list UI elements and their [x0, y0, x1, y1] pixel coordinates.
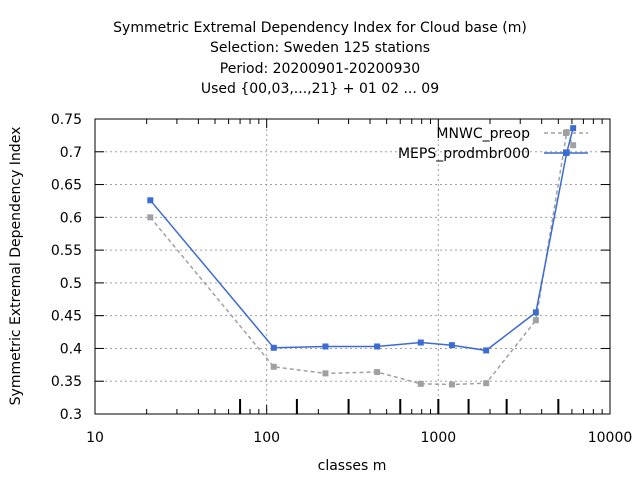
x-tick-label: 10000 [588, 430, 633, 446]
plot-frame [94, 118, 611, 415]
data-point [322, 370, 329, 377]
y-axis-label: Symmetric Extremal Dependency Index [8, 127, 24, 406]
y-tick-label: 0.3 [60, 407, 82, 423]
y-tick-label: 0.75 [51, 112, 82, 128]
data-point [322, 343, 329, 350]
data-point [448, 342, 455, 349]
data-point [147, 214, 154, 221]
data-point [532, 309, 539, 316]
data-point [270, 363, 277, 370]
title-line-4: Used {00,03,...,21} + 01 02 ... 09 [200, 81, 440, 97]
data-point [417, 380, 424, 387]
class-marker-ticks [239, 399, 560, 414]
x-axis-label: classes m [318, 458, 387, 474]
legend: MNWC_preop MEPS_prodmbr000 [398, 126, 588, 162]
legend-label: MEPS_prodmbr000 [398, 146, 530, 162]
x-tick-label: 10 [86, 430, 104, 446]
title-line-1: Symmetric Extremal Dependency Index for … [113, 20, 527, 36]
x-tick-label: 100 [253, 430, 280, 446]
data-point [147, 197, 154, 204]
legend-marker [563, 150, 569, 156]
title-line-3: Period: 20200901-20200930 [219, 61, 421, 77]
legend-marker [563, 130, 569, 136]
data-point [483, 347, 490, 354]
y-tick-label: 0.55 [51, 243, 82, 259]
data-point [570, 142, 577, 149]
data-point [532, 317, 539, 324]
legend-label: MNWC_preop [436, 126, 530, 142]
data-point [374, 343, 381, 350]
data-point [417, 339, 424, 346]
title-line-2: Selection: Sweden 125 stations [209, 40, 431, 56]
y-tick-label: 0.4 [60, 341, 82, 357]
data-point [270, 344, 277, 351]
data-point [483, 380, 490, 387]
series-line [149, 128, 574, 352]
y-tick-label: 0.6 [60, 210, 82, 226]
axis-ticks: 0.3 0.35 0.4 0.45 0.5 0.55 0.6 0.65 0.7 0.75 10 100… [51, 112, 632, 446]
y-tick-label: 0.35 [51, 374, 82, 390]
y-tick-label: 0.45 [51, 309, 82, 325]
x-tick-label: 1000 [421, 430, 457, 446]
y-tick-label: 0.5 [60, 276, 82, 292]
y-tick-label: 0.7 [60, 145, 82, 161]
y-tick-label: 0.65 [51, 178, 82, 194]
data-point [448, 381, 455, 388]
data-point [374, 369, 381, 376]
series-line [149, 129, 574, 386]
grid [95, 119, 610, 414]
data-point [570, 125, 577, 132]
